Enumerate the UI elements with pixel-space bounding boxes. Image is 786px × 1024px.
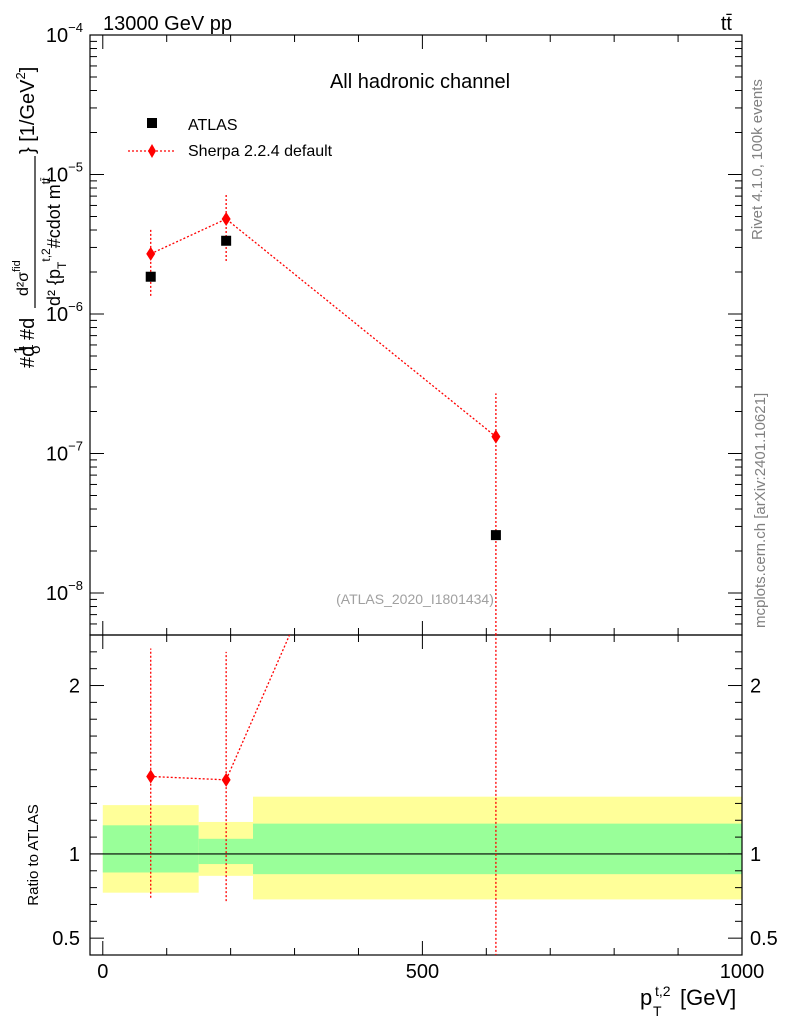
data-point-1 <box>221 235 232 246</box>
data-series <box>145 156 501 955</box>
ratio-point-2 <box>491 156 500 170</box>
data-point-2 <box>490 530 501 541</box>
x-axis-label: p T t,2 [GeV] <box>640 983 736 1019</box>
y-tick-label-main: 10−7 <box>46 439 83 466</box>
y-tick-label-ratio-right: 0.5 <box>750 928 778 950</box>
y-tick-label-main: 10−8 <box>46 578 83 605</box>
ratio-line <box>150 635 291 781</box>
y-tick-label-main: 10−4 <box>46 20 83 47</box>
svg-text:p: p <box>640 985 652 1010</box>
y-tick-label-ratio-left: 0.5 <box>52 928 80 950</box>
mc-point-2 <box>491 429 501 444</box>
ratio-point-0 <box>146 769 156 784</box>
mc-point-0 <box>146 246 156 261</box>
y-tick-label-ratio-right: 1 <box>750 844 761 866</box>
main-panel-series <box>145 193 501 635</box>
plot-frames <box>89 34 743 956</box>
x-tick-label: 0 <box>97 961 108 983</box>
svg-text:T: T <box>653 1003 662 1019</box>
band-inner-2 <box>253 823 742 875</box>
rivet-label: Rivet 4.1.0, 100k events <box>749 79 766 240</box>
legend-atlas-marker <box>147 118 157 128</box>
ratio-panel-series <box>146 156 500 955</box>
analysis-label: (ATLAS_2020_I1801434) <box>336 591 494 607</box>
mc-line <box>150 218 497 438</box>
y-tick-label-main: 10−5 <box>46 160 83 187</box>
svg-text:#d: #d <box>17 318 39 340</box>
main-ylabel: #d 1 σ #d d²σfid d² {pTt,2#cdot mtt̄ } [… <box>11 67 69 368</box>
svg-text:σ: σ <box>27 344 44 354</box>
y-tick-label-main: 10−6 <box>46 299 83 326</box>
mcplots-label: mcplots.cern.ch [arXiv:2401.10621] <box>752 393 769 628</box>
ratio-point-1 <box>221 772 231 787</box>
chart-title: All hadronic channel <box>330 71 510 93</box>
axis-ticks: 0 500 1000 10−4 10−5 10−6 10−7 10−8 0.5 0.5 1 1 2 2 <box>46 20 778 983</box>
ratio-ylabel: Ratio to ATLAS <box>25 804 42 905</box>
mc-point-1 <box>221 211 231 226</box>
svg-text:[GeV]: [GeV] <box>680 985 736 1010</box>
x-tick-label: 1000 <box>720 961 765 983</box>
header-right: tt̄ <box>721 13 733 35</box>
legend-atlas-label: ATLAS <box>188 117 238 134</box>
svg-text:} [1/GeV2]: } [1/GeV2] <box>13 67 39 154</box>
svg-text:d² {pTt,2#cdot mtt̄: d² {pTt,2#cdot mtt̄ <box>39 177 69 306</box>
y-tick-label-ratio-right: 2 <box>750 676 761 698</box>
legend: ATLAS Sherpa 2.2.4 default <box>128 117 333 160</box>
legend-sherpa-label: Sherpa 2.2.4 default <box>188 143 333 160</box>
svg-text:#d: #d <box>17 346 39 368</box>
y-tick-label-ratio-left: 1 <box>69 844 80 866</box>
legend-sherpa-marker <box>148 144 156 158</box>
svg-text:1: 1 <box>11 346 28 354</box>
svg-text:t,2: t,2 <box>655 983 671 999</box>
y-tick-label-ratio-left: 2 <box>69 676 80 698</box>
data-point-0 <box>145 271 156 282</box>
header-left: 13000 GeV pp <box>103 13 232 35</box>
uncertainty-bands <box>90 796 742 900</box>
svg-text:d²σfid: d²σfid <box>11 260 32 296</box>
ratio-frame <box>89 634 743 956</box>
x-tick-label: 500 <box>406 961 439 983</box>
